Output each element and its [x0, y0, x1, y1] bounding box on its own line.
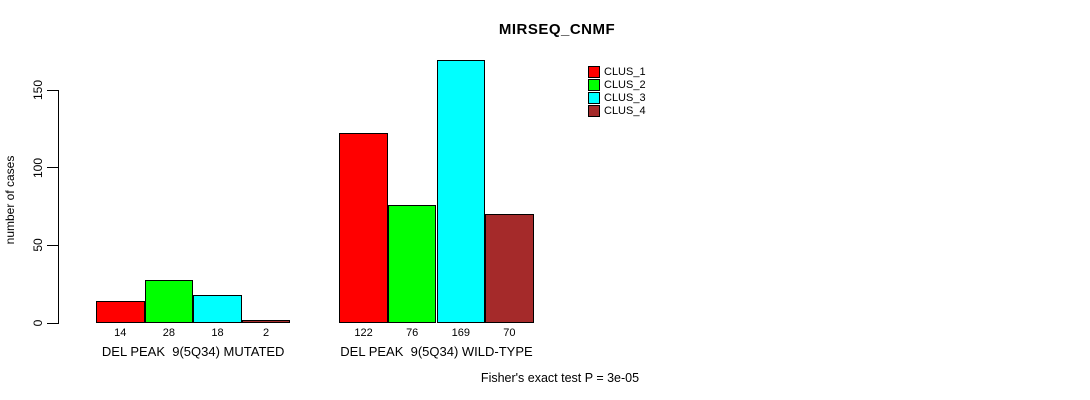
bar-clus-1-wild-type	[339, 133, 388, 323]
bar-value-label: 28	[162, 327, 176, 339]
y-tick-label: 100	[30, 157, 45, 178]
bar-value-label: 18	[211, 327, 224, 339]
bar-value-label: 76	[406, 327, 419, 339]
y-axis-label: number of cases	[3, 155, 17, 245]
x-group-label-wild-type: DEL PEAK 9(5Q34) WILD-TYPE	[340, 344, 533, 359]
bar-value-label: 2	[263, 327, 270, 339]
legend-label: CLUS_4	[604, 104, 646, 117]
bar-clus-1-mutated	[96, 301, 145, 323]
legend-swatch-clus-3	[588, 92, 600, 104]
legend-label: CLUS_2	[604, 78, 646, 91]
bar-value-label: 122	[354, 327, 373, 339]
y-tick-mark	[47, 244, 58, 246]
bar-clus-2-mutated	[144, 279, 194, 323]
bar-clus-2-wild-type	[387, 204, 437, 323]
x-group-label-mutated: DEL PEAK 9(5Q34) MUTATED	[101, 344, 285, 359]
y-tick-label: 0	[30, 319, 45, 327]
y-tick-mark	[47, 167, 58, 169]
legend-label: CLUS_3	[604, 91, 646, 104]
chart-title: MIRSEQ_CNMF	[498, 21, 616, 38]
legend-label: CLUS_1	[604, 65, 646, 78]
y-tick-mark	[47, 89, 58, 91]
y-axis-line	[58, 89, 59, 324]
bar-value-label: 70	[503, 327, 516, 339]
y-tick-label: 50	[30, 238, 45, 253]
bar-clus-3-wild-type	[436, 60, 486, 323]
bar-clus-3-mutated	[193, 295, 242, 323]
bar-value-label: 169	[451, 327, 470, 339]
legend-swatch-clus-4	[588, 105, 600, 117]
y-tick-label: 150	[30, 79, 45, 101]
y-tick-mark	[47, 322, 58, 324]
bar-clus-4-wild-type	[485, 214, 534, 323]
legend-swatch-clus-2	[588, 79, 600, 91]
bar-clus-4-mutated	[241, 319, 291, 323]
bar-value-label: 14	[114, 327, 127, 339]
annotation-fisher-test: Fisher's exact test P = 3e-05	[480, 371, 640, 385]
legend-swatch-clus-1	[588, 66, 600, 78]
